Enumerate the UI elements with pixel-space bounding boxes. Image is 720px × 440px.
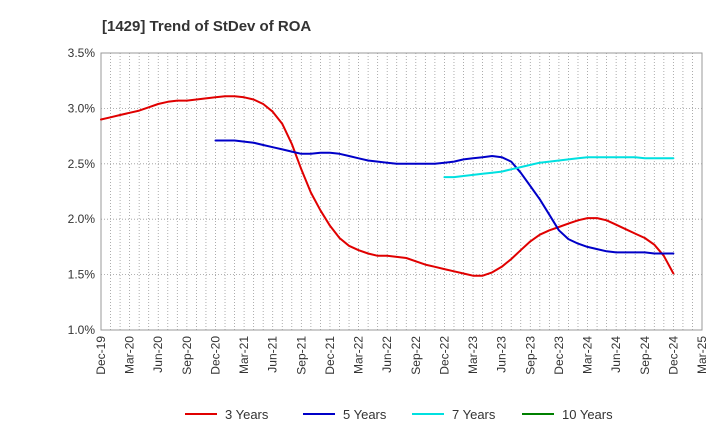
y-tick-label: 2.0% [68, 212, 96, 226]
x-axis-tick-labels: Dec-19 Mar-20 Jun-20 Sep-20 Dec-20 Mar-21 Jun-… [94, 336, 709, 375]
x-tick-label: Mar-24 [581, 336, 595, 374]
legend-label: 5 Years [343, 407, 387, 422]
x-tick-label: Sep-20 [180, 336, 194, 375]
x-tick-label: Dec-23 [552, 336, 566, 375]
y-axis-tick-labels: 1.0% 1.5% 2.0% 2.5% 3.0% 3.5% [68, 46, 96, 337]
x-tick-label: Dec-24 [666, 336, 680, 375]
y-tick-label: 1.0% [68, 323, 96, 337]
chart-title: [1429] Trend of StDev of ROA [102, 18, 311, 35]
y-tick-label: 2.5% [68, 157, 96, 171]
x-tick-label: Sep-23 [523, 336, 537, 375]
series-lines [100, 95, 675, 277]
plot-area [100, 52, 703, 331]
x-tick-label: Jun-22 [380, 336, 394, 373]
x-tick-label: Dec-20 [208, 336, 222, 375]
legend: 3 Years 5 Years 7 Years 10 Years [185, 407, 613, 422]
x-tick-label: Jun-24 [609, 336, 623, 373]
y-tick-label: 3.5% [68, 46, 96, 60]
x-tick-label: Mar-20 [123, 336, 137, 374]
x-tick-label: Jun-23 [495, 336, 509, 373]
x-tick-label: Mar-21 [237, 336, 251, 374]
series-line-7-years [443, 156, 675, 179]
x-tick-label: Jun-20 [151, 336, 165, 373]
x-tick-label: Sep-22 [409, 336, 423, 375]
x-tick-label: Jun-21 [266, 336, 280, 373]
x-tick-label: Sep-24 [638, 336, 652, 375]
x-tick-label: Sep-21 [294, 336, 308, 375]
y-tick-label: 1.5% [68, 268, 96, 282]
y-tick-label: 3.0% [68, 101, 96, 115]
legend-label: 3 Years [225, 407, 269, 422]
x-tick-label: Mar-25 [695, 336, 709, 374]
legend-label: 10 Years [562, 407, 613, 422]
x-tick-label: Mar-23 [466, 336, 480, 374]
x-tick-label: Dec-22 [437, 336, 451, 375]
series-line-3-years [100, 95, 675, 277]
series-line-5-years [214, 139, 675, 255]
legend-label: 7 Years [452, 407, 496, 422]
x-tick-label: Dec-19 [94, 336, 108, 375]
plot-frame [100, 52, 703, 331]
x-tick-label: Mar-22 [352, 336, 366, 374]
x-tick-label: Dec-21 [323, 336, 337, 375]
